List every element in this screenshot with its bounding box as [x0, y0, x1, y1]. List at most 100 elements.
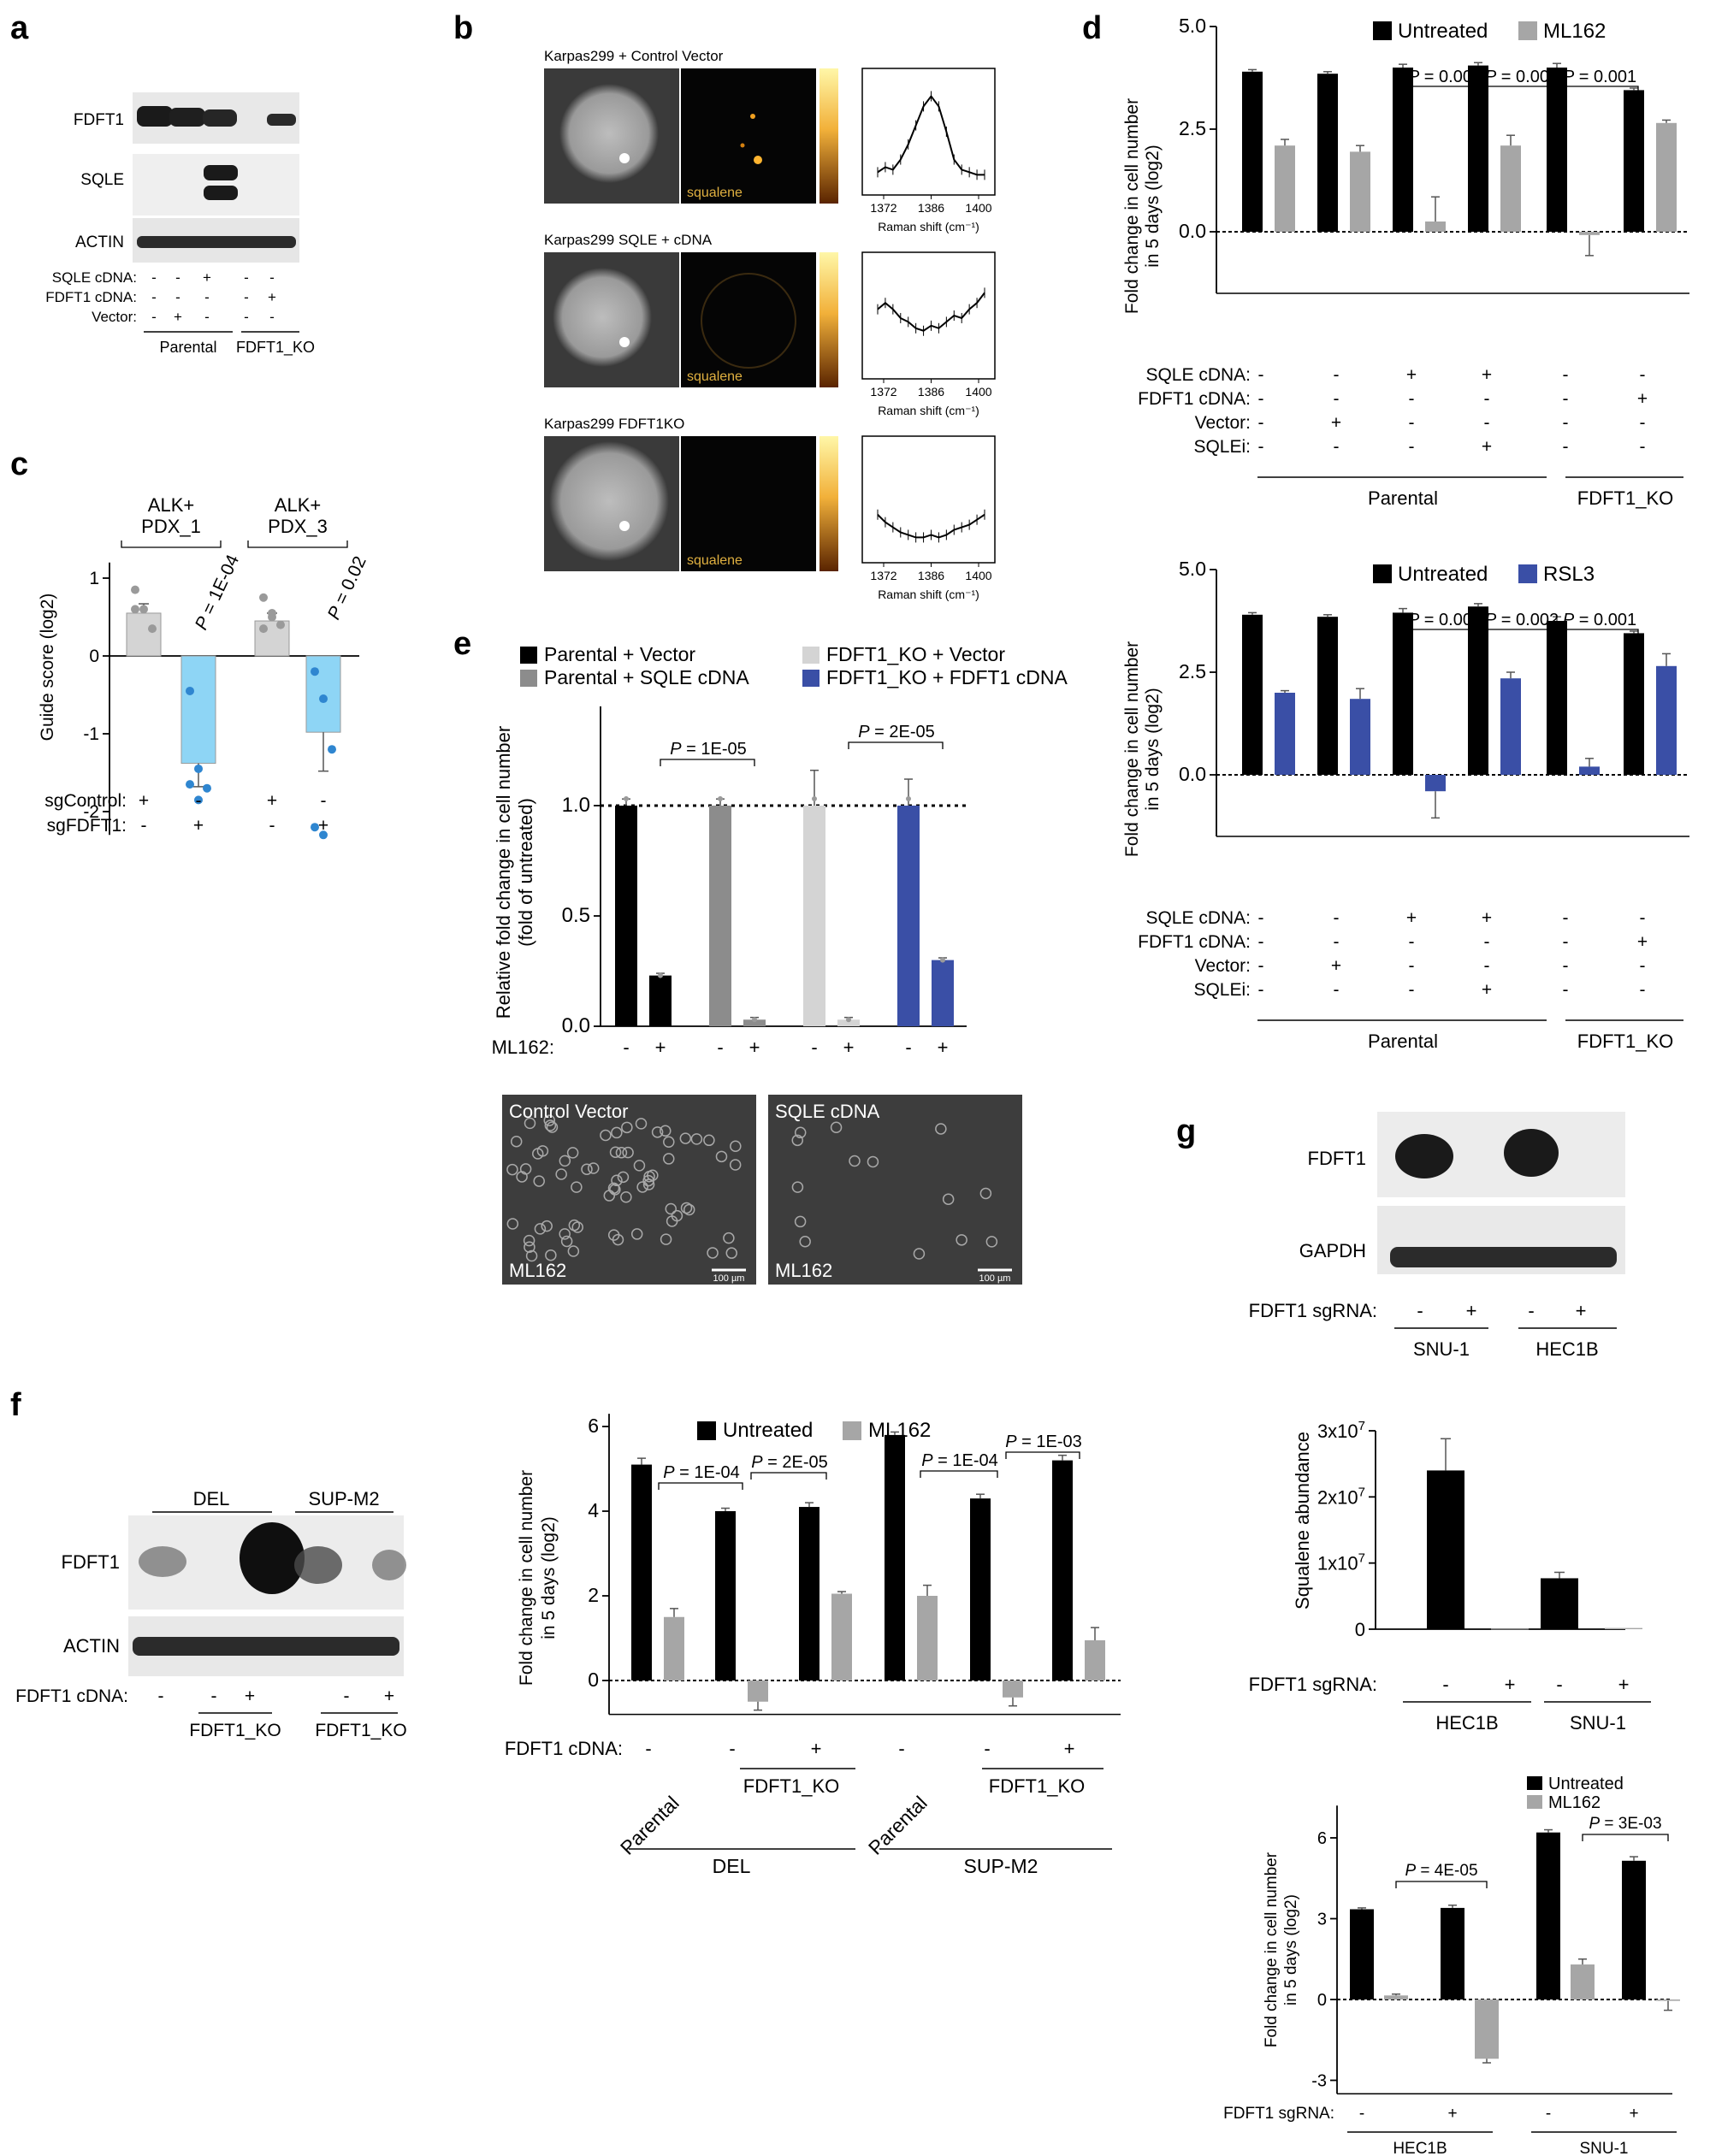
chart-d2-sign: - [1258, 956, 1264, 976]
band-fdft1-1 [137, 106, 173, 127]
e-cell [546, 1121, 559, 1133]
chart-d2-sign: - [1640, 956, 1646, 976]
e-micrograph [502, 1095, 756, 1285]
chart-d2-bar [1275, 693, 1295, 775]
gf-legend-swatch [1527, 1795, 1542, 1809]
e-cell [534, 1223, 547, 1235]
b-xlabel: Raman shift (cm⁻¹) [878, 220, 979, 233]
c-ylabel: Guide score (log2) [38, 594, 57, 741]
f-tick-label: 6 [588, 1415, 599, 1437]
f-sign: - [645, 1738, 651, 1759]
f-cond-label: FDFT1_KO [743, 1775, 839, 1797]
e-cell [663, 1153, 675, 1165]
c-pval: P = 1E-04 [192, 552, 244, 633]
e-cell [849, 1155, 861, 1167]
gf-bar [1622, 1860, 1646, 1999]
c-group-header: ALK+ [275, 494, 321, 516]
e-image-tag: ML162 [509, 1260, 566, 1281]
f-pval: P = 1E-03 [1005, 1432, 1082, 1451]
band-fdft1-2 [169, 108, 205, 127]
a-sign: + [174, 309, 182, 325]
c-dot [194, 764, 203, 773]
f-bracket [658, 1482, 743, 1490]
f-ko-2: FDFT1_KO [315, 1721, 406, 1740]
e-cell [523, 1234, 535, 1247]
f-tick-label: 4 [588, 1499, 599, 1521]
f-ylabel1: Fold change in cell number [517, 1470, 536, 1686]
e-cell [559, 1155, 571, 1167]
gs-tick-label: 1x107 [1317, 1551, 1365, 1574]
chart-d2-group-label: FDFT1_KO [1577, 1031, 1673, 1052]
band-sqle-top [204, 165, 238, 180]
chart-d1-bar [1656, 122, 1677, 232]
c-pval: P = 0.02 [324, 553, 370, 623]
gf-group-label: HEC1B [1393, 2140, 1447, 2156]
f-bar [1003, 1680, 1023, 1698]
b-cell-spot [619, 337, 630, 347]
chart-d2-sign: + [1482, 908, 1492, 928]
e-cell [622, 1146, 634, 1159]
b-colorbar [819, 68, 838, 204]
e-cell [621, 1121, 633, 1134]
e-sign: - [717, 1037, 723, 1058]
g-band-3 [1504, 1129, 1559, 1177]
chart-d1-bar [1624, 90, 1644, 233]
f-legend-swatch [697, 1421, 716, 1440]
e-scale-label: 100 µm [713, 1273, 745, 1284]
f-sign: + [811, 1738, 822, 1759]
gf-bar [1350, 1909, 1374, 1999]
chart-d1-sign: - [1334, 389, 1340, 409]
gs-bar [1491, 1628, 1529, 1630]
panel-letter-e: e [453, 626, 471, 662]
e-cell [560, 1235, 573, 1248]
e-legend-swatch [802, 670, 819, 687]
f-blot-signs: - - + - + [158, 1686, 395, 1706]
f-group-del: DEL [193, 1488, 230, 1509]
b-cell [553, 268, 652, 367]
f-band-1 [139, 1546, 186, 1577]
e-sign: + [938, 1037, 949, 1058]
e-sign: + [655, 1037, 666, 1058]
panel-f-chart: 6 4 2 0 Fold change in cell number in 5 days … [505, 1414, 1121, 1877]
chart-d2-sign: + [1331, 956, 1341, 976]
a-sign: - [175, 289, 180, 305]
e-legend-label: FDFT1_KO + FDFT1 cDNA [826, 666, 1068, 688]
f-group-supm2: SUP-M2 [308, 1488, 379, 1509]
gf-pval: P = 4E-05 [1405, 1862, 1477, 1880]
chart-d1-sign: + [1482, 437, 1492, 457]
chart-d1-bar [1579, 232, 1600, 235]
e-cell [707, 1247, 719, 1259]
chart-d1-ylabel1: Fold change in cell number [1122, 98, 1142, 314]
panel-d-bottom-chart: 5.0 2.5 0.0 Fold change in cell number in 5 … [1122, 558, 1689, 1052]
e-dot [658, 972, 663, 978]
a-sign: - [204, 309, 210, 325]
chart-d2-legend-label: Untreated [1398, 563, 1488, 586]
gf-tick-label: 0 [1317, 1991, 1327, 2010]
chart-d2-sign: - [1640, 980, 1646, 1000]
e-sign: - [811, 1037, 817, 1058]
e-sign: + [749, 1037, 760, 1058]
e-dot [752, 1017, 757, 1023]
e-cell [730, 1140, 742, 1153]
b-tick-label: 1386 [918, 201, 944, 215]
e-cell [600, 1129, 612, 1142]
e-cell [544, 1119, 557, 1131]
chart-d1-bar [1425, 222, 1446, 232]
chart-d2-sign: - [1640, 908, 1646, 928]
panel-g-fold-chart: 6 3 0 -3 Fold change in cell number in 5 days… [1223, 1775, 1680, 2156]
chart-d1-bracket [1560, 86, 1639, 93]
gs-bar [1541, 1578, 1578, 1629]
gf-bar [1536, 1832, 1560, 1999]
e-legend-swatch [520, 670, 537, 687]
c-sign: + [139, 791, 149, 811]
f-group-label: SUP-M2 [964, 1855, 1038, 1877]
e-tick-label: 1.0 [562, 794, 590, 817]
chart-d1-sign: - [1640, 365, 1646, 385]
gf-tick-label: 6 [1317, 1829, 1327, 1848]
chart-d1-tick-label: 2.5 [1179, 117, 1206, 139]
c-bar [180, 655, 216, 765]
e-cell [607, 1182, 620, 1195]
chart-d1-sign: - [1409, 413, 1415, 433]
panel-g-blot: FDFT1 GAPDH FDFT1 sgRNA: - + - + SNU-1 HEC1… [1249, 1112, 1625, 1360]
